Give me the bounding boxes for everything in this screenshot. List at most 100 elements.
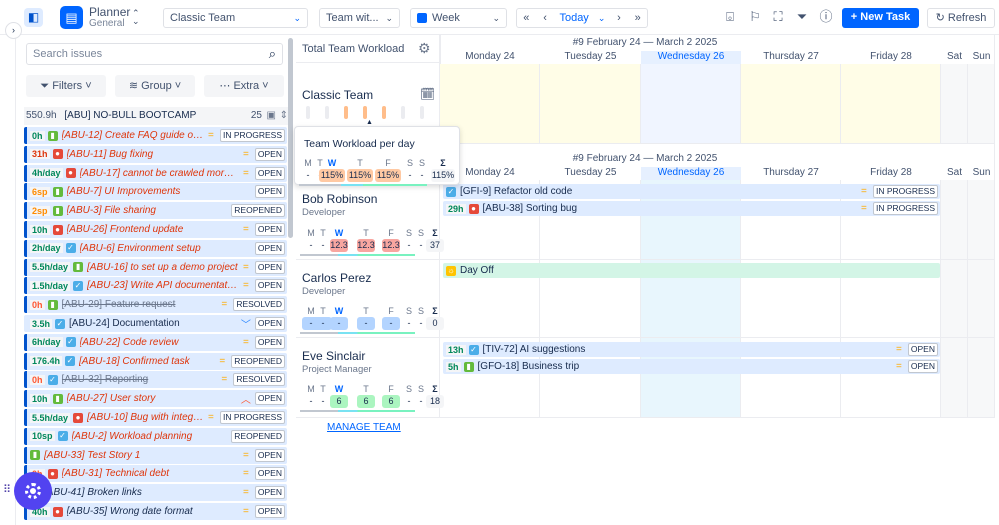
day-header[interactable]: Thursday 27 bbox=[763, 51, 819, 62]
assistant-fab-button[interactable] bbox=[14, 472, 52, 510]
day-cell[interactable] bbox=[540, 64, 641, 144]
day-header[interactable]: Monday 24 bbox=[465, 167, 515, 178]
list-item[interactable]: 176.4h ✓ [ABU-18] Confirmed task = REOPENED bbox=[24, 352, 287, 370]
bug-icon: ● bbox=[65, 168, 76, 179]
list-item[interactable]: 6sp ▮ [ABU-7] UI Improvements OPEN bbox=[24, 183, 287, 201]
list-item[interactable]: 6h/day ✓ [ABU-22] Code review = OPEN bbox=[24, 333, 287, 351]
calendar-clock-icon[interactable]: 🗓 bbox=[420, 87, 436, 101]
search-icon[interactable]: ⌕ bbox=[268, 46, 276, 61]
day-cell[interactable] bbox=[941, 260, 968, 338]
day-header[interactable]: Sat bbox=[946, 167, 962, 178]
flag-icon[interactable]: ⚐ bbox=[749, 9, 761, 24]
filter-icon[interactable]: ⏷ bbox=[796, 9, 808, 24]
day-cell[interactable] bbox=[641, 64, 741, 144]
list-item[interactable]: 2h/day ✓ [ABU-6] Environment setup OPEN bbox=[24, 239, 287, 257]
sort-icon[interactable]: ⇕ bbox=[279, 110, 288, 121]
day-load-bar bbox=[420, 106, 424, 119]
list-item[interactable]: 3.5h ✓ [ABU-24] Documentation ﹀ OPEN bbox=[24, 315, 287, 332]
day-off-bar[interactable]: ☼ Day Off bbox=[443, 263, 940, 278]
time-estimate: 0h bbox=[30, 374, 45, 385]
member-name[interactable]: Eve Sinclair bbox=[302, 349, 366, 363]
list-item[interactable]: 0h●[ABU-31] Technical debt=OPEN bbox=[24, 465, 287, 483]
group-header[interactable]: 550.9h [ABU] NO-BULL BOOTCAMP 25 ▣ ⇕ bbox=[24, 107, 290, 125]
day-header[interactable]: Sat bbox=[946, 51, 962, 62]
today-button[interactable]: Today bbox=[559, 12, 589, 24]
calendar-task[interactable]: 13h ✓ [TIV-72] AI suggestions = OPEN bbox=[443, 342, 940, 357]
member-name[interactable]: Bob Robinson bbox=[302, 192, 378, 206]
list-item[interactable]: ▮ [ABU-33] Test Story 1 = OPEN bbox=[24, 446, 287, 464]
day-header[interactable]: Wednesday 26 bbox=[641, 51, 741, 65]
next-day-icon[interactable]: › bbox=[617, 12, 621, 24]
calendar-icon[interactable]: ▣ bbox=[266, 110, 276, 121]
list-item[interactable]: 5.5h/day●[ABU-10] Bug with integrations =… bbox=[24, 409, 287, 426]
day-header[interactable]: Thursday 27 bbox=[763, 167, 819, 178]
day-cell[interactable] bbox=[941, 338, 968, 418]
manage-team-link[interactable]: MANAGE TEAM bbox=[327, 422, 401, 433]
list-item[interactable]: 1.5h/day ✓ [ABU-23] Write API documentatio… bbox=[24, 277, 287, 295]
extra-button[interactable]: ⋯ Extra ˅ bbox=[204, 75, 284, 97]
list-item[interactable]: ●[ABU-41] Broken links=OPEN bbox=[24, 484, 287, 502]
today-dropdown-icon[interactable]: ⌄ bbox=[597, 13, 606, 23]
list-item[interactable]: 10sp ✓ [ABU-2] Workload planning REOPENED bbox=[24, 427, 287, 445]
list-item[interactable]: 10h ● [ABU-26] Frontend update = OPEN bbox=[24, 221, 287, 238]
day-header[interactable]: Monday 24 bbox=[465, 51, 515, 62]
refresh-button[interactable]: ↻ Refresh bbox=[927, 8, 995, 28]
day-header[interactable]: Tuesday 25 bbox=[564, 167, 617, 178]
list-item[interactable]: 4h/day ● [ABU-17] cannot be crawled more t… bbox=[24, 164, 287, 182]
fullscreen-icon[interactable]: ⛶ bbox=[773, 9, 783, 24]
team-select[interactable]: Classic Team ⌄ bbox=[163, 8, 308, 28]
weekday-label: W bbox=[334, 306, 344, 316]
chevron-down-icon: ⌄ bbox=[293, 13, 301, 23]
day-cell[interactable] bbox=[841, 64, 941, 144]
day-header[interactable]: Friday 28 bbox=[870, 51, 912, 62]
priority-medium-icon: = bbox=[861, 186, 867, 197]
list-item[interactable]: 0h ✓ [ABU-32] Reporting = RESOLVED bbox=[24, 371, 287, 389]
new-task-button[interactable]: + New Task bbox=[842, 8, 919, 28]
day-header[interactable]: Friday 28 bbox=[870, 167, 912, 178]
day-header[interactable]: Tuesday 25 bbox=[564, 51, 617, 62]
day-cell[interactable] bbox=[968, 260, 995, 338]
prev-week-icon[interactable]: « bbox=[523, 12, 530, 24]
settings-icon[interactable]: ⚙ bbox=[418, 40, 431, 56]
list-item[interactable]: 10h ▮ [ABU-27] User story ︿ OPEN bbox=[24, 390, 287, 408]
bug-icon: ● bbox=[52, 224, 63, 235]
prev-day-icon[interactable]: ‹ bbox=[543, 12, 547, 24]
list-item[interactable]: 2sp ▮ [ABU-3] File sharing REOPENED bbox=[24, 202, 287, 220]
day-cell[interactable] bbox=[968, 338, 995, 418]
list-item[interactable]: 0h▮[ABU-12] Create FAQ guide on how to .… bbox=[24, 127, 287, 144]
calendar-task[interactable]: ✓ [GFI-9] Refactor old code = IN PROGRESS bbox=[443, 184, 940, 199]
issues-scrollbar[interactable] bbox=[288, 38, 293, 238]
sidebar-toggle-button[interactable]: ◧ bbox=[24, 8, 43, 27]
next-week-icon[interactable]: » bbox=[634, 12, 641, 24]
calendar-task[interactable]: 29h ● [ABU-38] Sorting bug = IN PROGRESS bbox=[443, 201, 940, 216]
day-cell[interactable] bbox=[941, 180, 968, 260]
list-item[interactable]: 40h ● [ABU-35] Wrong date format = OPEN bbox=[24, 503, 287, 520]
day-cell[interactable] bbox=[941, 64, 968, 144]
day-header[interactable]: Sun bbox=[972, 167, 991, 178]
day-header[interactable]: Sun bbox=[972, 51, 991, 62]
period-select[interactable]: Week ⌄ bbox=[410, 8, 507, 28]
filters-button[interactable]: ⏷ Filters ˅ bbox=[26, 75, 106, 97]
search-input[interactable]: Search issues ⌕ bbox=[26, 43, 283, 65]
drag-handle-icon[interactable]: ⠿ bbox=[3, 484, 12, 496]
member-name[interactable]: Carlos Perez bbox=[302, 271, 372, 285]
day-cell[interactable] bbox=[968, 64, 995, 144]
day-cell[interactable] bbox=[741, 64, 841, 144]
view-select[interactable]: Team wit... ⌄ bbox=[319, 8, 400, 28]
day-value: - bbox=[407, 318, 411, 328]
help-icon[interactable]: ⓘ bbox=[819, 9, 833, 24]
expand-panel-button[interactable]: › bbox=[5, 22, 22, 39]
list-item[interactable]: 31h ● [ABU-11] Bug fixing = OPEN bbox=[24, 145, 287, 163]
list-item[interactable]: 0h ▮ [ABU-29] Feature request = RESOLVED bbox=[24, 296, 287, 314]
day-cell[interactable] bbox=[968, 180, 995, 260]
calendar-task[interactable]: 5h ▮ [GFO-18] Business trip = OPEN bbox=[443, 359, 940, 374]
week-underline bbox=[300, 332, 415, 334]
project-switch-icon[interactable]: ⌃ ⌄ bbox=[132, 8, 140, 26]
list-item[interactable]: 5.5h/day ▮ [ABU-16] to set up a demo proje… bbox=[24, 258, 287, 276]
group-button[interactable]: ≋ Group ˅ bbox=[115, 75, 195, 97]
priority-medium-icon: = bbox=[242, 280, 249, 292]
workload-title: Total Team Workload bbox=[302, 43, 405, 55]
focus-icon[interactable]: ⌻ bbox=[726, 9, 734, 24]
day-value: 6 bbox=[382, 395, 400, 408]
day-header[interactable]: Wednesday 26 bbox=[641, 167, 741, 181]
